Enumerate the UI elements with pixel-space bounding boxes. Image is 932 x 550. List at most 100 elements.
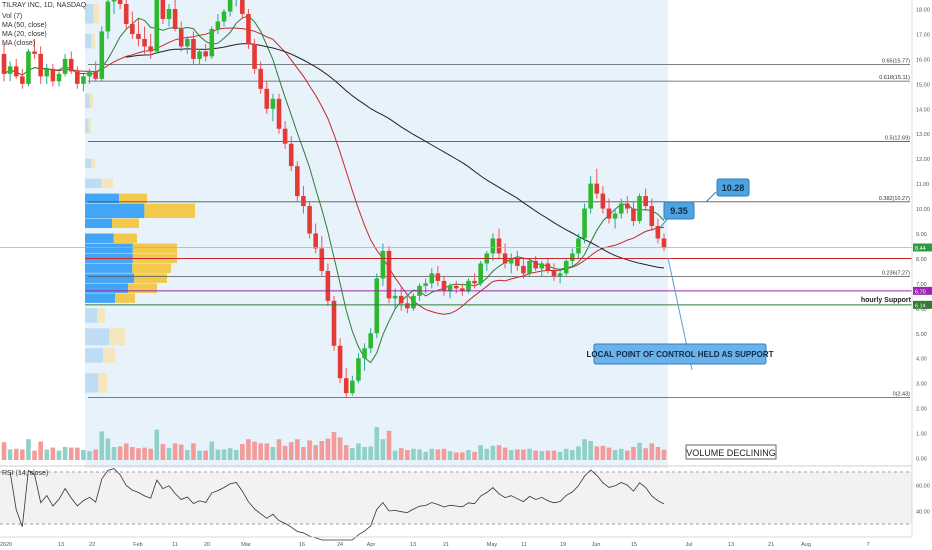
volume-bar: [356, 443, 361, 460]
candle-body: [240, 0, 245, 14]
time-tick-label: 11: [521, 542, 527, 548]
candle-body: [130, 23, 135, 34]
price-tick-label: 12.00: [916, 157, 930, 163]
time-tick-label: 16: [299, 542, 305, 548]
time-tick-label: May: [487, 542, 498, 548]
price-tick-label: 17.00: [916, 32, 930, 38]
price-tick-label: 11.00: [916, 182, 929, 188]
candle-body: [362, 348, 367, 359]
ma50-legend[interactable]: MA (50, close): [2, 22, 47, 29]
candle-body: [123, 4, 129, 24]
volume-profile-bar: [85, 203, 145, 219]
volume-profile-bar: [119, 193, 147, 204]
candle-body: [618, 203, 624, 214]
time-tick-label: 20: [204, 542, 210, 548]
ma-legend[interactable]: MA (close): [2, 40, 36, 47]
price-tick-label: 5.00: [916, 332, 927, 338]
shaded-range-box: [85, 0, 668, 468]
price-tick-label: 0.00: [916, 457, 927, 463]
symbol-legend[interactable]: TILRAY INC, 1D, NASDAQ: [2, 2, 87, 9]
price-tick-label: 14.00: [916, 107, 930, 113]
volume-profile-bar: [85, 118, 89, 134]
volume-bar: [625, 450, 630, 460]
ma20-legend[interactable]: MA (20, close): [2, 31, 47, 38]
candle-body: [655, 226, 661, 239]
volume-bar: [87, 451, 92, 460]
volume-profile-bar: [128, 283, 157, 293]
volume-bar: [441, 448, 447, 460]
vol-legend[interactable]: Vol (7): [2, 13, 23, 20]
candle-body: [582, 208, 587, 239]
volume-profile-bar: [85, 218, 112, 229]
candle-body: [343, 378, 349, 394]
candle-body: [20, 76, 25, 84]
candle-body: [7, 66, 13, 74]
volume-bar: [81, 450, 86, 460]
volume-bar: [411, 448, 416, 460]
candle-body: [435, 273, 441, 281]
candle-body: [313, 233, 318, 249]
volume-bar: [386, 430, 392, 460]
time-axis: 2020 13 22 Feb 11 20 Mar 16 24 Apr 13 21 May 11 19 Jun 1…: [0, 536, 912, 548]
candle-body: [99, 31, 105, 79]
candle-body: [56, 73, 62, 82]
price-tick-label: 13.00: [916, 132, 930, 138]
candle-body: [282, 128, 288, 144]
volume-profile-bar: [93, 4, 99, 24]
callout-935-pointer: [659, 217, 669, 229]
price-tick-label: 16.00: [916, 57, 930, 63]
candle-body: [472, 280, 477, 284]
volume-bar: [508, 450, 514, 460]
time-tick-label: Jul: [685, 542, 692, 548]
price-tick-label: 10.00: [916, 207, 930, 213]
moving-average-line: [126, 43, 665, 269]
volume-profile-bar: [85, 348, 103, 363]
candle-body: [368, 333, 373, 349]
candle-body: [154, 0, 160, 52]
volume-profile-bar: [113, 233, 137, 243]
volume-bar: [93, 449, 98, 460]
volume-bar: [270, 447, 276, 460]
candle-body: [453, 285, 459, 289]
candle-body: [527, 260, 532, 274]
volume-bar: [7, 449, 13, 460]
volume-bar: [160, 444, 166, 460]
candle-body: [649, 206, 655, 227]
volume-bar: [453, 452, 459, 460]
hourly-support-label: hourly Support: [861, 297, 912, 304]
volume-bar: [227, 448, 233, 460]
price-axis: 18.00 17.00 16.00 15.00 14.00 13.00 12.00 11.00…: [911, 0, 930, 535]
price-tick-label: 1.00: [916, 432, 927, 438]
volume-bar: [221, 449, 227, 460]
volume-profile-bar: [91, 158, 95, 169]
time-tick-label: 21: [768, 542, 774, 548]
volume-bar: [26, 439, 31, 460]
volume-bar: [13, 448, 19, 460]
volume-bar: [594, 446, 600, 460]
volume-bar: [539, 451, 545, 460]
callout-935-box[interactable]: [663, 201, 695, 220]
volume-bar: [490, 445, 496, 460]
volume-bar: [240, 444, 245, 460]
candle-body: [606, 208, 612, 219]
price-tick-label: 6.00: [916, 307, 927, 313]
candle-body: [93, 71, 98, 79]
candle-body: [270, 98, 276, 109]
volume-bar: [515, 449, 520, 460]
rsi-panel: 60.00 40.00: [0, 465, 930, 541]
callout-1028-pointer: [705, 191, 717, 203]
rsi-legend[interactable]: RSI (14, close): [2, 470, 49, 477]
poc-callout-box[interactable]: [593, 343, 767, 365]
candle-body: [203, 51, 208, 57]
volume-profile-bar: [85, 283, 129, 293]
candle-body: [600, 193, 606, 209]
volume-profile-bar: [115, 293, 135, 303]
volume-bar: [99, 431, 105, 460]
candle-body: [539, 263, 545, 269]
volume-profile-bar: [112, 218, 139, 229]
volume-profile-bar: [85, 33, 91, 49]
callout-1028-box[interactable]: [716, 178, 750, 197]
volume-profile-bar: [85, 308, 97, 323]
